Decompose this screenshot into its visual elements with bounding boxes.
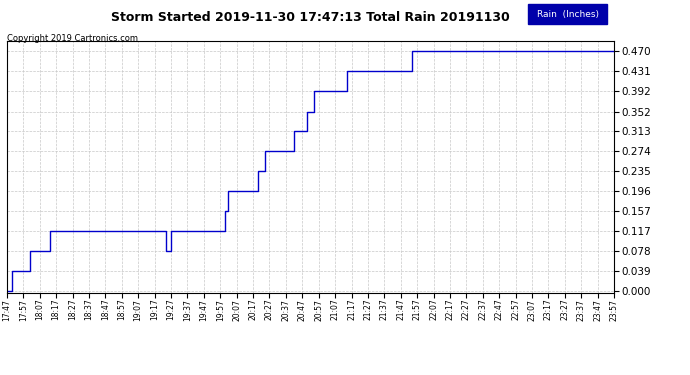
Text: Storm Started 2019-11-30 17:47:13 Total Rain 20191130: Storm Started 2019-11-30 17:47:13 Total … bbox=[111, 11, 510, 24]
Text: Rain  (Inches): Rain (Inches) bbox=[537, 10, 598, 18]
Text: Copyright 2019 Cartronics.com: Copyright 2019 Cartronics.com bbox=[7, 34, 138, 43]
